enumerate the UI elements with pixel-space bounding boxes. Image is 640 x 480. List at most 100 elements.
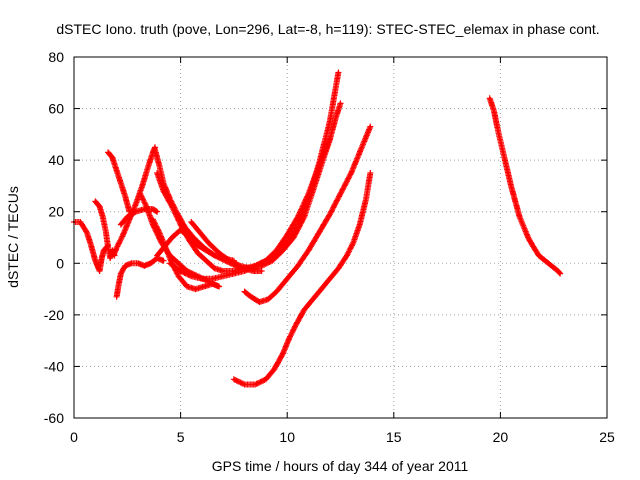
- series-arc-4: [113, 255, 167, 300]
- data-point: [136, 262, 140, 265]
- data-point: [94, 200, 97, 203]
- data-point: [123, 264, 127, 268]
- data-point: [141, 184, 144, 188]
- x-tick-label: 0: [70, 429, 78, 445]
- data-point: [260, 269, 263, 273]
- data-point: [106, 151, 110, 154]
- data-point: [360, 146, 364, 149]
- data-point: [121, 233, 125, 237]
- data-point: [222, 274, 225, 278]
- data-point: [271, 259, 274, 262]
- data-point: [328, 138, 332, 141]
- data-point: [196, 251, 199, 255]
- y-tick-label: 60: [48, 101, 64, 117]
- data-point: [254, 264, 257, 268]
- data-point: [213, 267, 216, 270]
- data-point: [149, 262, 152, 265]
- data-point: [556, 269, 560, 273]
- data-point: [232, 272, 236, 275]
- data-point: [211, 282, 214, 286]
- data-point: [292, 236, 295, 239]
- data-point: [273, 367, 276, 371]
- data-point: [239, 264, 242, 268]
- data-point: [303, 215, 306, 219]
- data-point: [162, 259, 165, 262]
- data-point: [98, 205, 101, 208]
- data-point: [207, 241, 210, 244]
- data-point: [145, 205, 148, 208]
- x-tick-label: 5: [177, 429, 185, 445]
- data-point: [170, 236, 174, 239]
- data-point: [296, 264, 300, 268]
- x-tick-label: 10: [279, 429, 295, 445]
- data-point: [115, 246, 118, 250]
- x-axis-title: GPS time / hours of day 344 of year 2011: [212, 458, 469, 474]
- y-tick-label: 80: [48, 49, 64, 65]
- series-arc-14: [241, 123, 374, 305]
- data-point: [204, 259, 208, 262]
- data-point: [288, 336, 291, 340]
- y-tick-label: 0: [56, 255, 64, 271]
- data-point: [85, 231, 88, 234]
- data-point: [286, 277, 289, 280]
- data-point: [162, 189, 165, 193]
- data-point: [243, 290, 246, 293]
- data-point: [117, 282, 120, 286]
- data-point: [243, 269, 246, 273]
- data-point: [155, 171, 159, 175]
- chart-title: dSTEC Iono. truth (pove, Lon=296, Lat=-8…: [56, 21, 599, 37]
- data-point: [345, 254, 349, 257]
- series-markers: [111, 144, 158, 256]
- y-axis-title: dSTEC / TECUs: [5, 186, 21, 288]
- data-point: [501, 148, 504, 152]
- data-point: [254, 383, 257, 386]
- data-point: [190, 274, 193, 278]
- series-markers: [486, 95, 564, 277]
- data-point: [294, 323, 297, 327]
- data-point: [104, 231, 108, 234]
- data-point: [369, 171, 372, 175]
- data-point: [339, 102, 342, 105]
- data-point: [317, 164, 321, 167]
- data-point: [89, 244, 93, 247]
- data-point: [109, 256, 112, 260]
- data-point: [369, 125, 372, 128]
- data-point: [126, 215, 129, 219]
- data-point: [115, 169, 118, 172]
- data-point: [134, 210, 138, 213]
- data-point: [177, 274, 180, 278]
- data-point: [198, 231, 201, 234]
- data-point: [328, 120, 332, 123]
- data-point: [328, 277, 332, 280]
- data-point: [497, 130, 500, 133]
- data-point: [147, 164, 150, 167]
- y-tick-label: -40: [44, 358, 64, 374]
- data-point: [352, 241, 355, 244]
- data-point: [138, 192, 142, 195]
- data-point: [543, 259, 547, 262]
- data-point: [101, 215, 104, 219]
- series-markers: [188, 100, 344, 272]
- y-tick-label: 20: [48, 204, 64, 220]
- data-point: [275, 290, 278, 293]
- data-point: [130, 262, 133, 265]
- data-point: [96, 264, 99, 268]
- data-point: [162, 246, 165, 250]
- data-point: [134, 202, 138, 206]
- data-point: [170, 205, 174, 208]
- data-point: [335, 115, 338, 118]
- data-point: [115, 295, 118, 299]
- data-point: [222, 269, 225, 273]
- series-arc-16: [486, 95, 564, 277]
- x-tick-label: 15: [386, 429, 402, 445]
- series-arc-3: [105, 149, 133, 215]
- data-point: [179, 223, 182, 226]
- data-point: [217, 285, 221, 288]
- data-point: [158, 231, 161, 234]
- data-point: [522, 225, 526, 229]
- series-arc-5: [111, 144, 158, 256]
- data-point: [194, 287, 197, 291]
- data-point: [296, 215, 300, 219]
- data-point: [119, 272, 123, 275]
- data-point: [106, 246, 110, 250]
